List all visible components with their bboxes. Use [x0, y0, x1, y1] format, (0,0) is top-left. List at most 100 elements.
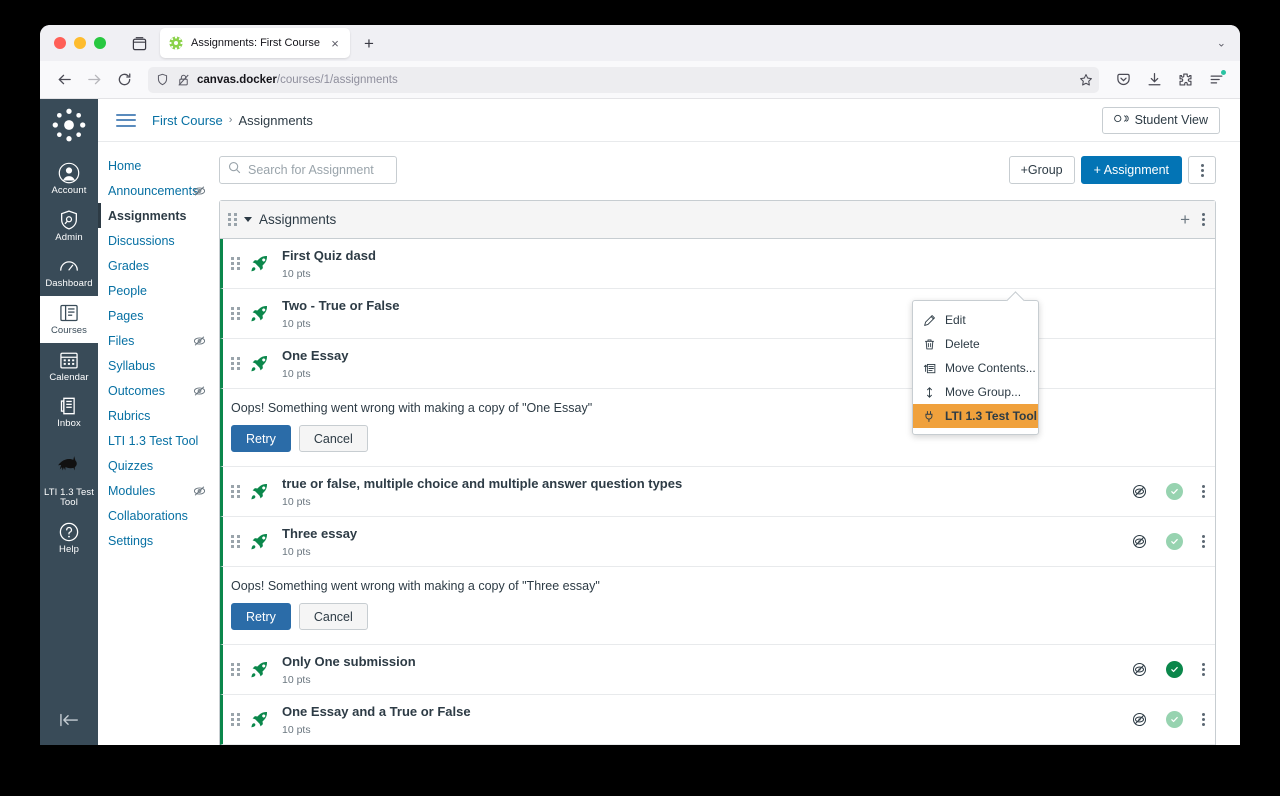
- close-window-button[interactable]: [54, 37, 66, 49]
- browser-tab[interactable]: Assignments: First Course ×: [160, 28, 350, 58]
- shield-icon[interactable]: [156, 73, 169, 86]
- assignment-title[interactable]: First Quiz dasd: [282, 248, 376, 263]
- extensions-icon[interactable]: [1171, 66, 1199, 94]
- menu-item-delete[interactable]: Delete: [913, 332, 1038, 356]
- drag-handle-icon[interactable]: [231, 306, 241, 321]
- app-menu-icon[interactable]: [1202, 66, 1230, 94]
- assignment-title[interactable]: Only One submission: [282, 654, 416, 669]
- drag-handle-icon[interactable]: [231, 712, 241, 727]
- menu-item-move-group[interactable]: Move Group...: [913, 380, 1038, 404]
- course-nav-lti-test-tool[interactable]: LTI 1.3 Test Tool: [98, 428, 205, 453]
- back-icon[interactable]: [50, 66, 78, 94]
- course-nav-settings[interactable]: Settings: [98, 528, 205, 553]
- eye-off-icon[interactable]: [1132, 662, 1147, 677]
- assignment-title[interactable]: One Essay and a True or False: [282, 704, 471, 719]
- canvas-logo-icon[interactable]: [52, 108, 86, 142]
- add-assignment-button[interactable]: + Assignment: [1080, 156, 1182, 184]
- course-nav-people[interactable]: People: [98, 278, 205, 303]
- downloads-icon[interactable]: [1140, 66, 1168, 94]
- cancel-button[interactable]: Cancel: [298, 425, 368, 452]
- global-nav-calendar[interactable]: Calendar: [40, 343, 98, 390]
- assignment-title[interactable]: Two - True or False: [282, 298, 400, 313]
- collapse-arrow-icon[interactable]: [40, 705, 98, 735]
- assignments-more-options-button[interactable]: [1188, 156, 1216, 184]
- reload-icon[interactable]: [110, 66, 138, 94]
- bookmark-star-icon[interactable]: [1079, 73, 1093, 87]
- search-input[interactable]: [248, 163, 409, 177]
- assignment-title[interactable]: Three essay: [282, 526, 358, 541]
- retry-button[interactable]: Retry: [231, 425, 291, 452]
- no-lock-icon[interactable]: [177, 73, 190, 87]
- assignment-row[interactable]: true or false, multiple choice and multi…: [220, 467, 1215, 517]
- course-nav-rubrics[interactable]: Rubrics: [98, 403, 205, 428]
- global-nav-account[interactable]: Account: [40, 156, 98, 203]
- new-tab-button[interactable]: +: [364, 33, 374, 53]
- global-nav-help[interactable]: Help: [40, 515, 98, 562]
- breadcrumb-course-link[interactable]: First Course: [152, 112, 223, 128]
- course-nav-syllabus[interactable]: Syllabus: [98, 353, 205, 378]
- minimize-window-button[interactable]: [74, 37, 86, 49]
- add-group-button[interactable]: +Group: [1008, 156, 1075, 184]
- drag-handle-icon[interactable]: [231, 662, 241, 677]
- eye-off-icon[interactable]: [1132, 534, 1147, 549]
- course-nav-quizzes[interactable]: Quizzes: [98, 453, 205, 478]
- global-nav-admin[interactable]: Admin: [40, 203, 98, 250]
- global-nav-dashboard[interactable]: Dashboard: [40, 249, 98, 296]
- close-tab-icon[interactable]: ×: [331, 35, 339, 51]
- course-nav-home[interactable]: Home: [98, 153, 205, 178]
- menu-item-edit[interactable]: Edit: [913, 308, 1038, 332]
- drag-handle-icon[interactable]: [228, 212, 238, 227]
- list-all-tabs-icon[interactable]: [126, 30, 152, 56]
- published-status-icon[interactable]: [1166, 533, 1183, 550]
- cancel-button[interactable]: Cancel: [298, 603, 368, 630]
- global-nav-courses[interactable]: Courses: [40, 295, 98, 343]
- published-status-icon[interactable]: [1166, 711, 1183, 728]
- course-nav-assignments[interactable]: Assignments: [98, 203, 205, 228]
- retry-button[interactable]: Retry: [231, 603, 291, 630]
- assignment-title[interactable]: One Essay: [282, 348, 349, 363]
- eye-off-icon[interactable]: [1132, 484, 1147, 499]
- search-assignment-field[interactable]: [219, 156, 409, 184]
- drag-handle-icon[interactable]: [231, 534, 241, 549]
- assignment-row-kebab-icon[interactable]: [1202, 485, 1205, 498]
- assignment-row-icons: [1132, 483, 1205, 500]
- assignment-row[interactable]: One Essay and a True or False 10 pts: [220, 695, 1215, 745]
- assignment-group-kebab-icon[interactable]: [1202, 213, 1205, 226]
- published-status-icon[interactable]: [1166, 661, 1183, 678]
- student-view-button[interactable]: Student View: [1101, 106, 1220, 134]
- maximize-window-button[interactable]: [94, 37, 106, 49]
- pocket-icon[interactable]: [1109, 66, 1137, 94]
- global-nav-lti-tool[interactable]: LTI 1.3 Test Tool: [40, 436, 98, 515]
- assignment-row[interactable]: Three essay 10 pts: [220, 517, 1215, 567]
- assignment-row-kebab-icon[interactable]: [1202, 713, 1205, 726]
- assignment-title[interactable]: true or false, multiple choice and multi…: [282, 476, 683, 491]
- drag-handle-icon[interactable]: [231, 256, 241, 271]
- course-nav-files[interactable]: Files: [98, 328, 206, 353]
- assignment-row[interactable]: One Essay 10 pts: [220, 339, 1215, 389]
- menu-icon[interactable]: [116, 110, 136, 130]
- assignment-row[interactable]: Only One submission 10 pts: [220, 645, 1215, 695]
- course-nav-outcomes[interactable]: Outcomes: [98, 378, 206, 403]
- course-nav-modules[interactable]: Modules: [98, 478, 206, 503]
- chevron-down-icon[interactable]: ⌄: [1216, 37, 1226, 50]
- assignment-row-kebab-icon[interactable]: [1202, 663, 1205, 676]
- drag-handle-icon[interactable]: [231, 356, 241, 371]
- published-status-icon[interactable]: [1166, 483, 1183, 500]
- menu-item-move-contents[interactable]: Move Contents...: [913, 356, 1038, 380]
- global-nav-inbox[interactable]: Inbox: [40, 389, 98, 436]
- menu-item-lti-test-tool[interactable]: LTI 1.3 Test Tool: [913, 404, 1038, 428]
- address-bar[interactable]: canvas.docker/courses/1/assignments: [148, 66, 1099, 93]
- course-nav-grades[interactable]: Grades: [98, 253, 205, 278]
- collapse-caret-icon[interactable]: [244, 217, 252, 222]
- assignment-row-kebab-icon[interactable]: [1202, 535, 1205, 548]
- forward-icon[interactable]: [80, 66, 108, 94]
- assignment-row[interactable]: First Quiz dasd 10 pts: [220, 239, 1215, 289]
- course-nav-announcements[interactable]: Announcements: [98, 178, 206, 203]
- plus-icon[interactable]: +: [1180, 210, 1190, 229]
- assignment-row[interactable]: Two - True or False 10 pts: [220, 289, 1215, 339]
- drag-handle-icon[interactable]: [231, 484, 241, 499]
- course-nav-pages[interactable]: Pages: [98, 303, 205, 328]
- course-nav-collaborations[interactable]: Collaborations: [98, 503, 205, 528]
- course-nav-discussions[interactable]: Discussions: [98, 228, 205, 253]
- eye-off-icon[interactable]: [1132, 712, 1147, 727]
